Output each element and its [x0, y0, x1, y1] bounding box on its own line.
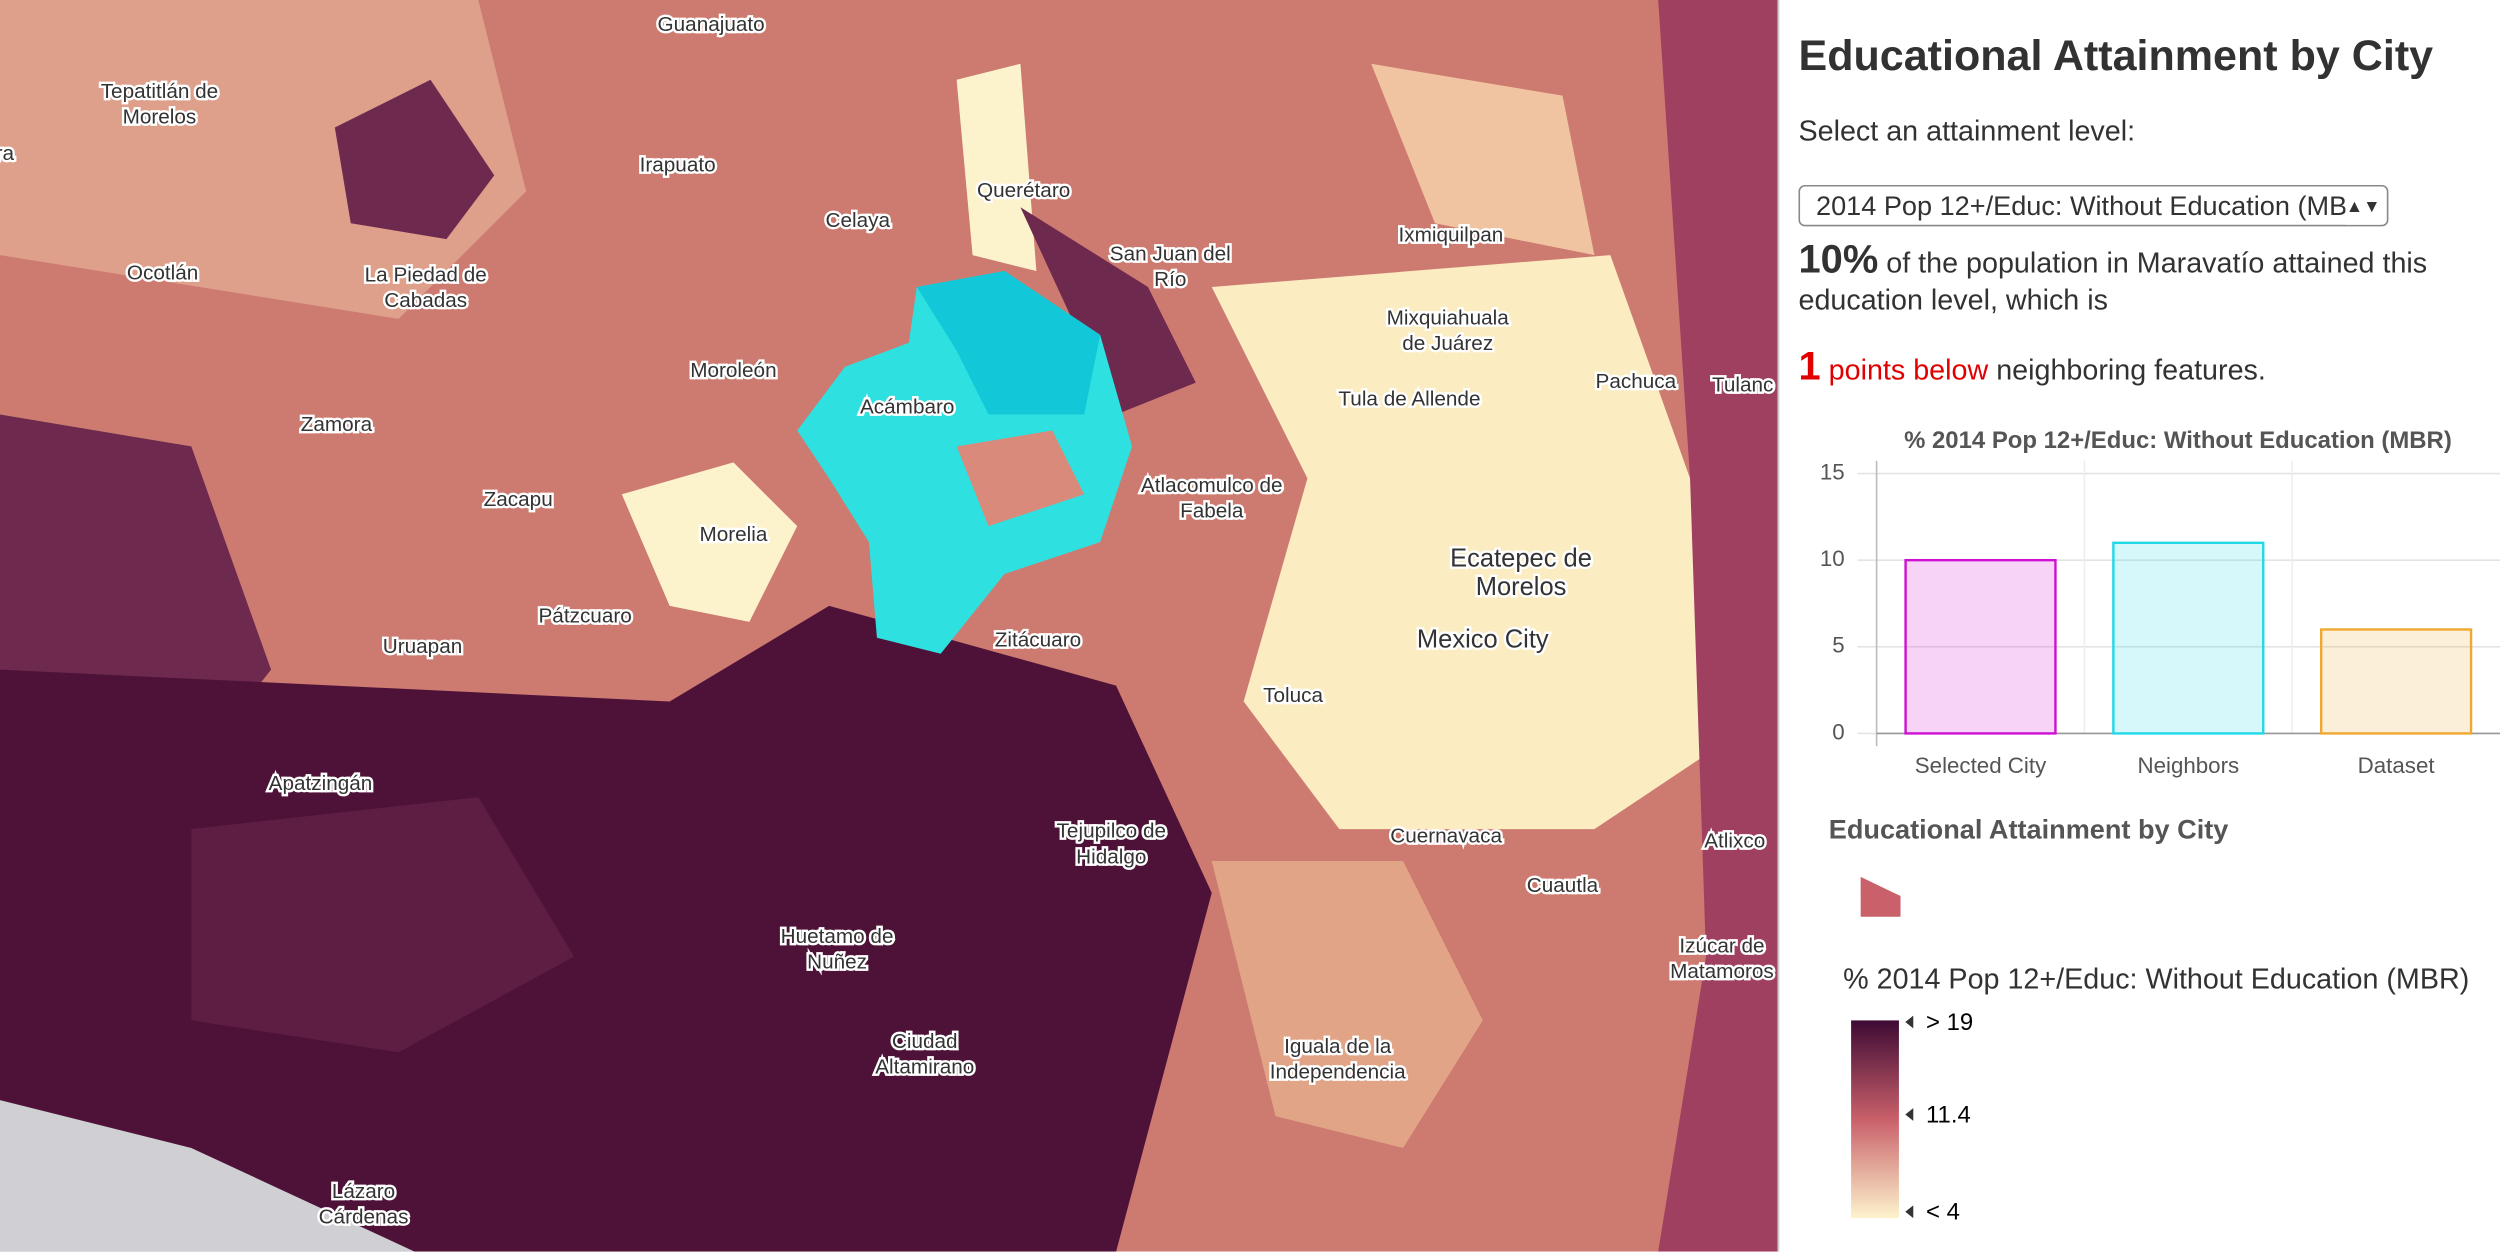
place-label: Morelia: [699, 523, 767, 546]
place-label: Lázaro: [332, 1180, 395, 1203]
place-label: Atlixco: [1704, 829, 1765, 852]
place-label: Fabela: [1180, 499, 1244, 522]
bar: [1904, 558, 2057, 735]
place-label: Ixmiquilpan: [1398, 223, 1503, 246]
legend-field: % 2014 Pop 12+/Educ: Without Education (…: [1843, 963, 2470, 995]
place-label: Pachuca: [1596, 370, 1677, 393]
bar: [2319, 628, 2473, 735]
stat-sentence: 10% of the population in Maravatío attai…: [1798, 240, 2484, 319]
place-label: ra: [0, 142, 14, 165]
place-label: Izúcar de: [1679, 935, 1764, 958]
bar: [2112, 541, 2265, 735]
place-label: Tepatitlán de: [101, 80, 219, 103]
place-label: Guanajuato: [658, 13, 765, 36]
y-tick-label: 0: [1832, 719, 1844, 744]
legend-stop: > 19: [1926, 1009, 1973, 1036]
place-label: Zitácuaro: [995, 628, 1081, 651]
place-label: de Juárez: [1402, 332, 1493, 355]
place-label: Cuautla: [1527, 874, 1599, 897]
place-label: Ciudad: [892, 1030, 958, 1053]
attainment-select[interactable]: 2014 Pop 12+/Educ: Without Education (MB…: [1798, 184, 2389, 227]
place-label: Toluca: [1263, 684, 1323, 707]
legend-swatch: [1860, 876, 1901, 917]
prompt: Select an attainment level:: [1798, 114, 2136, 147]
place-label: Uruapan: [383, 635, 462, 658]
x-tick-label: Selected City: [1915, 753, 2047, 778]
place-label: Acámbaro: [860, 396, 954, 419]
place-label: Río: [1154, 268, 1186, 291]
place-label: Ecatepec de: [1450, 544, 1592, 572]
side-panel: Educational Attainment by City Select an…: [1777, 0, 2500, 1252]
place-label: San Juan del: [1110, 243, 1231, 266]
stat-value: 10%: [1798, 237, 1879, 283]
place-label: Cuernavaca: [1390, 825, 1502, 848]
place-label: Celaya: [826, 209, 891, 232]
place-label: Mixquiahuala: [1387, 306, 1510, 329]
place-label: Zamora: [301, 413, 373, 436]
place-label: Morelos: [123, 105, 197, 128]
place-label: La Piedad de: [365, 263, 487, 286]
x-tick-label: Neighbors: [2137, 753, 2239, 778]
bar-chart: % 2014 Pop 12+/Educ: Without Education (…: [1820, 427, 2500, 778]
place-label: Tula de Allende: [1338, 388, 1480, 411]
y-tick-label: 15: [1820, 459, 1845, 484]
stat-text: of the population in Maravatío attained …: [1798, 247, 2428, 316]
place-label: Mexico City: [1417, 626, 1549, 654]
legend-stop: 11.4: [1926, 1101, 1971, 1128]
place-label: Cárdenas: [319, 1206, 409, 1229]
diff-rest: neighboring features.: [1996, 353, 2266, 386]
select-value: 2014 Pop 12+/Educ: Without Education (MB…: [1816, 191, 2376, 222]
place-label: Hidalgo: [1076, 845, 1146, 868]
place-label: Moroleón: [690, 359, 776, 382]
legend-stop: < 4: [1926, 1199, 1960, 1226]
place-label: Tejupilco de: [1057, 820, 1166, 843]
legend-title: Educational Attainment by City: [1828, 814, 2229, 846]
map[interactable]: raGuanajuatoTepatitlán deMorelosIrapuato…: [0, 0, 1778, 1252]
place-label: Zacapu: [484, 488, 553, 511]
place-label: Morelos: [1476, 573, 1567, 601]
place-label: Tulanc: [1712, 373, 1773, 396]
select-arrow: ▲▼: [2345, 186, 2381, 225]
place-label: Iguala de la: [1284, 1035, 1392, 1058]
place-label: Querétaro: [977, 179, 1070, 202]
place-label: Atlacomulco de: [1141, 474, 1283, 497]
legend-ramp: > 19 11.4 < 4: [1851, 1009, 1973, 1226]
y-tick-label: 5: [1832, 633, 1844, 658]
place-label: Altamirano: [875, 1056, 974, 1079]
y-tick-label: 10: [1820, 546, 1845, 571]
place-label: Pátzcuaro: [538, 605, 631, 628]
place-label: Nuñez: [807, 950, 867, 973]
place-label: Cabadas: [384, 289, 467, 312]
place-label: Ocotlán: [127, 262, 198, 285]
place-label: Apatzingán: [269, 772, 373, 795]
x-tick-label: Dataset: [2358, 753, 2436, 778]
diff-text: points below: [1828, 353, 1989, 386]
place-label: Independencia: [1270, 1061, 1406, 1084]
place-label: Matamoros: [1670, 960, 1774, 983]
place-label: Huetamo de: [781, 925, 894, 948]
diff-sentence: 1 points below neighboring features.: [1798, 344, 2265, 390]
diff-value: 1: [1798, 344, 1821, 390]
chart-title: % 2014 Pop 12+/Educ: Without Education (…: [1904, 427, 2452, 454]
place-label: Irapuato: [640, 153, 716, 176]
panel-title: Educational Attainment by City: [1798, 31, 2434, 80]
